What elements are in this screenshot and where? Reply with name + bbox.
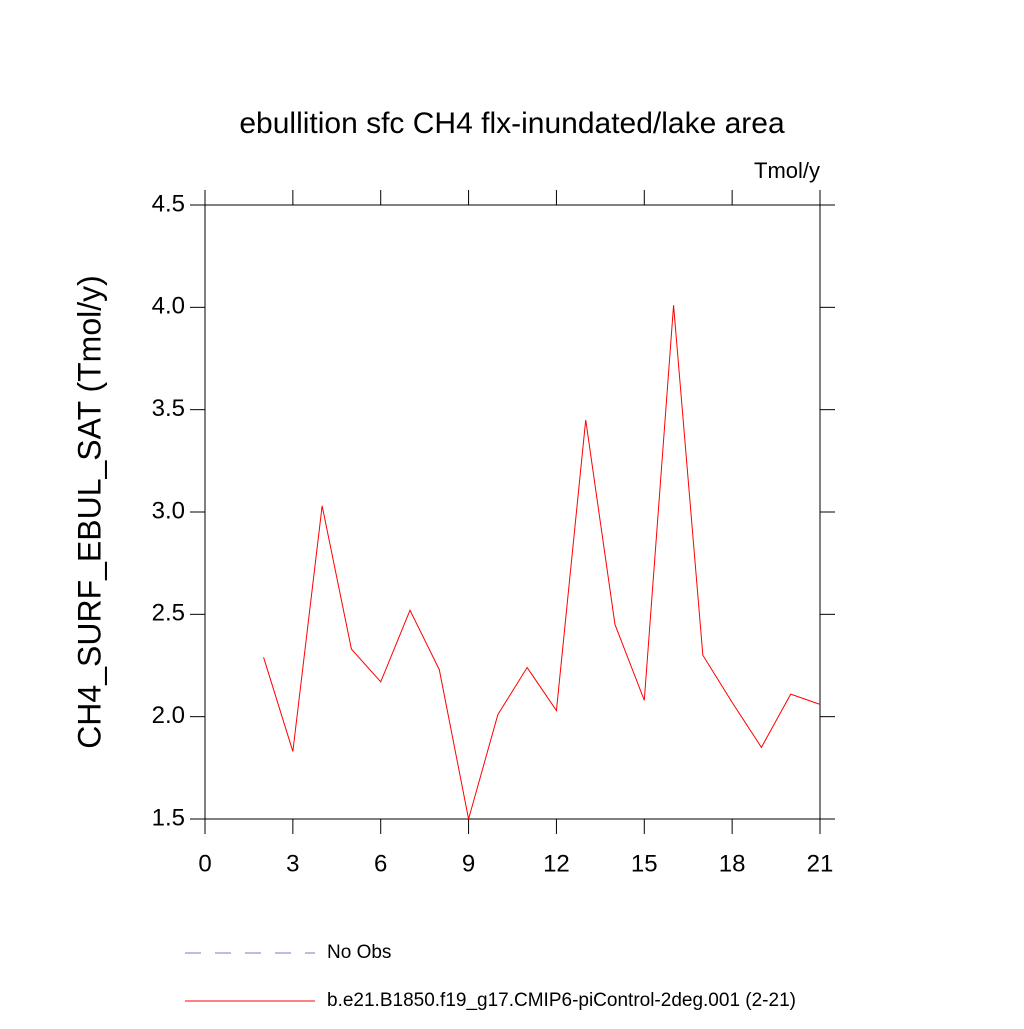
y-tick-label: 4.5 — [152, 190, 185, 217]
chart-title: ebullition sfc CH4 flx-inundated/lake ar… — [239, 107, 785, 140]
y-tick-label: 2.5 — [152, 600, 185, 627]
units-label: Tmol/y — [754, 158, 820, 183]
legend-label: No Obs — [327, 942, 391, 963]
x-tick-label: 15 — [631, 850, 658, 877]
y-tick-label: 2.0 — [152, 702, 185, 729]
x-tick-label: 3 — [286, 850, 299, 877]
x-tick-label: 18 — [719, 850, 746, 877]
x-tick-label: 0 — [198, 850, 211, 877]
y-tick-label: 3.0 — [152, 497, 185, 524]
x-tick-label: 6 — [374, 850, 387, 877]
y-tick-label: 1.5 — [152, 804, 185, 831]
x-tick-label: 9 — [462, 850, 475, 877]
plot-frame — [204, 204, 821, 820]
y-axis-title: CH4_SURF_EBUL_SAT (Tmol/y) — [71, 275, 107, 749]
legend-label: b.e21.B1850.f19_g17.CMIP6-piControl-2deg… — [327, 990, 796, 1011]
data-line — [263, 305, 821, 820]
y-tick-label: 4.0 — [152, 293, 185, 320]
y-tick-label: 3.5 — [152, 395, 185, 422]
x-tick-label: 12 — [543, 850, 570, 877]
x-tick-label: 21 — [807, 850, 834, 877]
